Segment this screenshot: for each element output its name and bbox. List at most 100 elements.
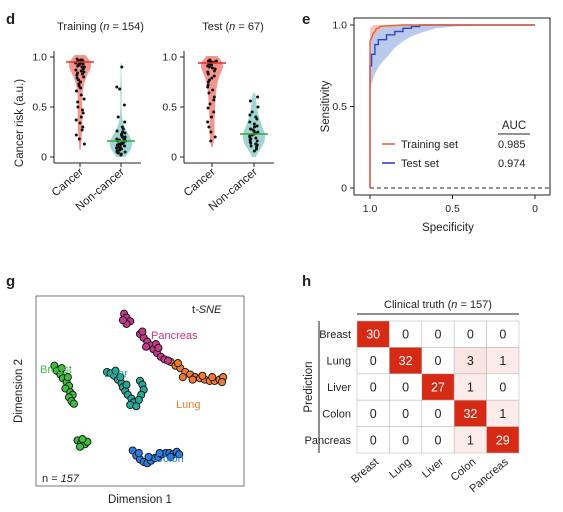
violin-point [252, 122, 256, 126]
roc-y-tick-label: 0.5 [332, 101, 347, 113]
violin-point [119, 153, 123, 157]
violin-point [123, 144, 126, 148]
tsne-point-pancreas [138, 327, 147, 336]
violin-point [81, 67, 85, 71]
violin-point [206, 80, 210, 84]
matrix-cell-value: 1 [467, 433, 474, 447]
matrix-cell [356, 347, 390, 375]
violin-point [117, 145, 121, 149]
matrix-y-axis-label: Prediction [303, 361, 315, 412]
violin-point [255, 124, 259, 128]
violin-point [255, 147, 258, 151]
tsne-panel: Pancreas Breast Liver Lung Colon t-SNE n = 157… [13, 295, 245, 506]
violin-point [255, 117, 259, 121]
matrix-title-part: = 157) [457, 299, 492, 311]
violin-title: Training (n = 154) [57, 21, 144, 33]
roc-x-axis-label: Specificity [422, 222, 474, 234]
roc-y-tick-label: 0 [341, 183, 347, 195]
matrix-cell-value: 0 [402, 328, 409, 342]
tsne-point-breast [63, 373, 72, 382]
roc-ci-band-test [370, 25, 535, 87]
violin-point [82, 142, 86, 146]
matrix-cell-value: 29 [496, 433, 510, 447]
violin-y-tick-label: 0 [41, 152, 47, 164]
violin-point [212, 98, 216, 102]
tsne-point-colon [166, 452, 175, 461]
confusion-matrix-panel: Clinical truth (n = 157) Prediction Breast… [303, 299, 520, 495]
violin-point [75, 73, 79, 77]
violin-point [210, 76, 214, 80]
violin-point [78, 121, 82, 125]
violin-y-tick-label: 1.0 [162, 52, 177, 64]
matrix-cell-value: 0 [499, 381, 506, 395]
matrix-cell [421, 320, 455, 348]
violin-point [77, 137, 81, 141]
violin-point [116, 115, 120, 119]
violin-point [206, 59, 210, 63]
violin-point [123, 131, 127, 135]
tsne-point-pancreas [118, 316, 127, 325]
violin-point [212, 110, 216, 114]
violin-point [206, 106, 210, 110]
violin-y-tick-label: 0.5 [162, 102, 177, 114]
matrix-row-label: Lung [327, 356, 351, 368]
violin-point [209, 139, 213, 143]
matrix-col-label: Breast [349, 456, 381, 486]
violin-title-part: Training ( [57, 21, 103, 33]
roc-legend-header: AUC [502, 120, 526, 132]
violin-title-part: Test ( [202, 21, 229, 33]
violin-point [74, 133, 78, 137]
violin-point [211, 88, 215, 92]
roc-ci-band-training [370, 25, 535, 48]
matrix-cell-value: 32 [463, 407, 477, 421]
violin-point [123, 120, 127, 124]
tsne-point-pancreas [142, 342, 151, 351]
violin-title: Test (n = 67) [202, 21, 263, 33]
matrix-cell-value: 0 [435, 407, 442, 421]
tsne-point-lung [178, 373, 187, 382]
roc-line-test [369, 24, 535, 188]
tsne-title-part: -SNE [195, 304, 222, 316]
roc-legend-label: Test set [401, 158, 439, 170]
violin-point [207, 65, 211, 69]
violin-point [116, 151, 120, 155]
violin-point [210, 115, 213, 119]
violin-y-tick-label: 1.0 [32, 52, 47, 64]
violin-point [81, 62, 85, 66]
violin-point [80, 128, 84, 132]
tsne-x-axis-label: Dimension 1 [108, 494, 172, 506]
violin-y-tick-label: 0 [171, 152, 177, 164]
violin-point [80, 72, 84, 76]
tsne-cluster-label-pancreas: Pancreas [151, 330, 198, 342]
tsne-frame [35, 295, 245, 487]
tsne-point-liver [134, 395, 143, 404]
tsne-point-pancreas [164, 356, 173, 365]
violin-point [74, 68, 78, 72]
violin-point [79, 86, 83, 90]
matrix-cell-value: 0 [467, 328, 474, 342]
violin-point [209, 130, 213, 134]
violin-point [212, 74, 216, 78]
roc-x-tick-label: 0 [532, 203, 538, 215]
matrix-cell [389, 399, 423, 427]
tsne-point-colon [155, 449, 164, 458]
matrix-cell-value: 0 [370, 354, 377, 368]
matrix-cell-value: 0 [435, 328, 442, 342]
matrix-col-label: Lung [387, 456, 413, 481]
tsne-point-lung [208, 373, 217, 382]
tsne-title: t-SNE [192, 304, 222, 316]
violin-point [79, 80, 83, 84]
violin-y-tick-label: 0.5 [32, 102, 47, 114]
matrix-cell-value: 0 [402, 433, 409, 447]
matrix-title-part: Clinical truth ( [384, 299, 452, 311]
matrix-row-label: Breast [319, 329, 351, 341]
matrix-cell [453, 347, 487, 375]
matrix-cell-value: 0 [435, 354, 442, 368]
matrix-cell-value: 0 [370, 381, 377, 395]
violin-point [82, 97, 86, 101]
tsne-point-breast [57, 364, 66, 373]
matrix-cell-value: 0 [435, 433, 442, 447]
training-violin-chart: Training (n = 154)00.51.0CancerNon-cance… [32, 21, 143, 214]
tsne-point-breast [69, 399, 78, 408]
